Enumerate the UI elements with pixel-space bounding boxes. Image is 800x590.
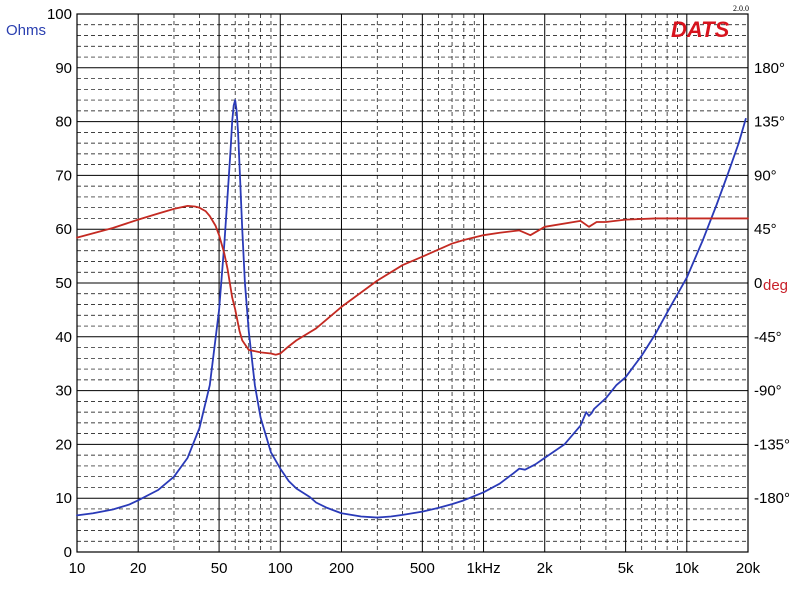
y-left-tick-label: 70 — [55, 167, 72, 184]
y-left-tick-label: 50 — [55, 275, 72, 292]
version-label: 2.0.0 — [733, 4, 749, 13]
x-tick-label: 20k — [736, 560, 761, 577]
series-group — [76, 99, 749, 519]
y-left-tick-label: 20 — [55, 436, 72, 453]
y-right-tick-label: 0 — [754, 275, 762, 292]
y-right-tick-label: 45° — [754, 221, 777, 238]
y-right-tick-label: 180° — [754, 60, 785, 77]
x-tick-label: 500 — [410, 560, 435, 577]
x-tick-label: 20 — [130, 560, 147, 577]
x-tick-label: 50 — [211, 560, 228, 577]
y-left-tick-label: 100 — [47, 6, 72, 23]
y-left-tick-label: 40 — [55, 329, 72, 346]
impedance-series-line — [76, 99, 747, 519]
y-right-tick-label: -45° — [754, 329, 782, 346]
y-left-tick-label: 0 — [64, 544, 72, 561]
y-left-tick-label: 10 — [55, 490, 72, 507]
left-axis-label: Ohms — [6, 22, 46, 39]
right-axis-label: deg — [763, 277, 788, 294]
x-tick-label: 10k — [675, 560, 700, 577]
y-left-tick-label: 60 — [55, 221, 72, 238]
x-tick-label: 100 — [268, 560, 293, 577]
x-tick-label: 1kHz — [466, 560, 500, 577]
x-tick-label: 5k — [618, 560, 634, 577]
dats-logo: DATS — [671, 17, 730, 42]
y-left-tick-label: 90 — [55, 60, 72, 77]
y-left-tick-label: 80 — [55, 114, 72, 131]
tick-labels: 10 20 50 100 200 500 1kHz 2k 5k 10k 20k01020304050… — [47, 6, 790, 577]
plot-frame — [76, 13, 749, 553]
x-tick-label: 2k — [537, 560, 553, 577]
y-left-tick-label: 30 — [55, 383, 72, 400]
phase-series-line — [76, 204, 749, 356]
x-tick-label: 200 — [329, 560, 354, 577]
y-right-tick-label: -135° — [754, 436, 790, 453]
x-tick-label: 10 — [69, 560, 86, 577]
y-right-tick-label: 135° — [754, 114, 785, 131]
y-right-tick-label: 90° — [754, 167, 777, 184]
y-right-tick-label: -90° — [754, 383, 782, 400]
y-right-tick-label: -180° — [754, 490, 790, 507]
